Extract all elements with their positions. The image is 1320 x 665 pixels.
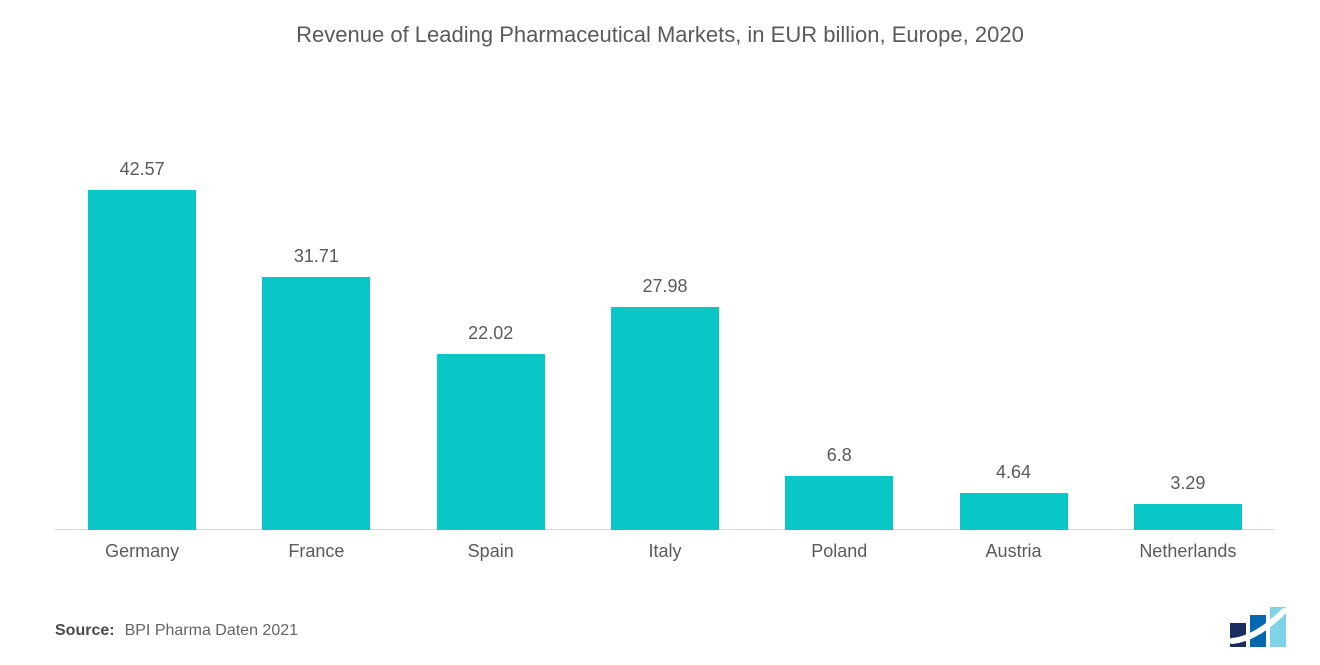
chart-title: Revenue of Leading Pharmaceutical Market… (0, 22, 1320, 48)
category-label: France (229, 541, 403, 562)
bar (262, 277, 370, 530)
bar (785, 476, 893, 530)
plot-area: 42.57Germany31.71France22.02Spain27.98It… (55, 190, 1275, 530)
bar (611, 307, 719, 530)
category-label: Spain (404, 541, 578, 562)
value-label: 22.02 (404, 323, 578, 344)
bar (88, 190, 196, 530)
source-label: Source: (55, 622, 115, 640)
category-label: Italy (578, 541, 752, 562)
value-label: 4.64 (926, 462, 1100, 483)
chart-container: Revenue of Leading Pharmaceutical Market… (0, 0, 1320, 665)
bar (1134, 504, 1242, 530)
brand-logo-svg (1230, 607, 1292, 647)
value-label: 6.8 (752, 445, 926, 466)
source-row: Source: BPI Pharma Daten 2021 (55, 622, 298, 640)
value-label: 42.57 (55, 159, 229, 180)
category-label: Austria (926, 541, 1100, 562)
category-label: Poland (752, 541, 926, 562)
value-label: 3.29 (1101, 473, 1275, 494)
bar (960, 493, 1068, 530)
value-label: 27.98 (578, 276, 752, 297)
category-label: Germany (55, 541, 229, 562)
category-label: Netherlands (1101, 541, 1275, 562)
source-text: BPI Pharma Daten 2021 (125, 622, 298, 640)
value-label: 31.71 (229, 246, 403, 267)
brand-logo (1230, 607, 1292, 647)
bar (437, 354, 545, 530)
